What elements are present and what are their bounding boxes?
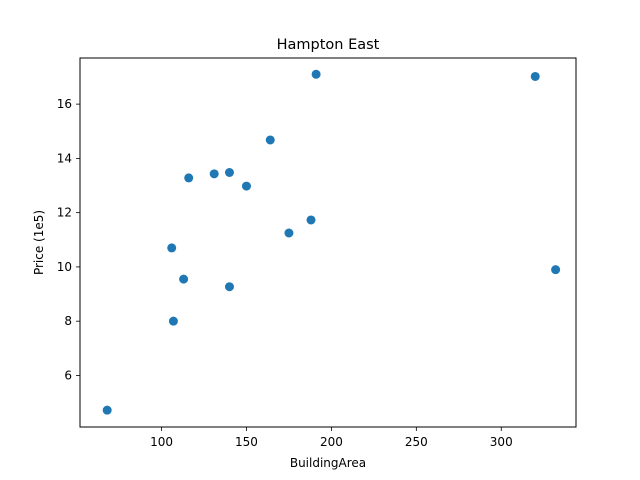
data-point bbox=[241, 181, 251, 191]
data-point bbox=[209, 169, 219, 179]
data-point bbox=[224, 282, 234, 292]
data-point bbox=[102, 405, 112, 415]
data-point bbox=[265, 135, 275, 145]
data-point bbox=[184, 173, 194, 183]
x-axis-label: BuildingArea bbox=[290, 456, 366, 470]
chart-title: Hampton East bbox=[277, 37, 380, 53]
data-point bbox=[530, 71, 540, 81]
data-point bbox=[311, 69, 321, 79]
x-tick-label: 200 bbox=[320, 435, 343, 449]
y-tick-label: 10 bbox=[57, 260, 72, 274]
x-tick-label: 300 bbox=[490, 435, 513, 449]
data-point bbox=[284, 228, 294, 238]
y-tick-label: 6 bbox=[64, 368, 72, 382]
x-tick-label: 250 bbox=[405, 435, 428, 449]
plot-area-frame bbox=[79, 57, 577, 428]
y-axis-label: Price (1e5) bbox=[32, 210, 46, 275]
data-point bbox=[306, 215, 316, 225]
x-tick-label: 150 bbox=[235, 435, 258, 449]
x-tick-label: 100 bbox=[150, 435, 173, 449]
data-point bbox=[167, 243, 177, 253]
y-tick-label: 14 bbox=[57, 151, 72, 165]
data-point bbox=[551, 265, 561, 275]
data-point bbox=[224, 167, 234, 177]
ticks-layer: 100 150 200 250 300 6 8 10 12 14 16 bbox=[57, 97, 513, 449]
data-point bbox=[168, 316, 178, 326]
data-point bbox=[179, 274, 189, 284]
y-tick-label: 16 bbox=[57, 97, 72, 111]
y-tick-label: 12 bbox=[57, 206, 72, 220]
points-layer bbox=[102, 69, 561, 415]
y-tick-label: 8 bbox=[64, 314, 72, 328]
